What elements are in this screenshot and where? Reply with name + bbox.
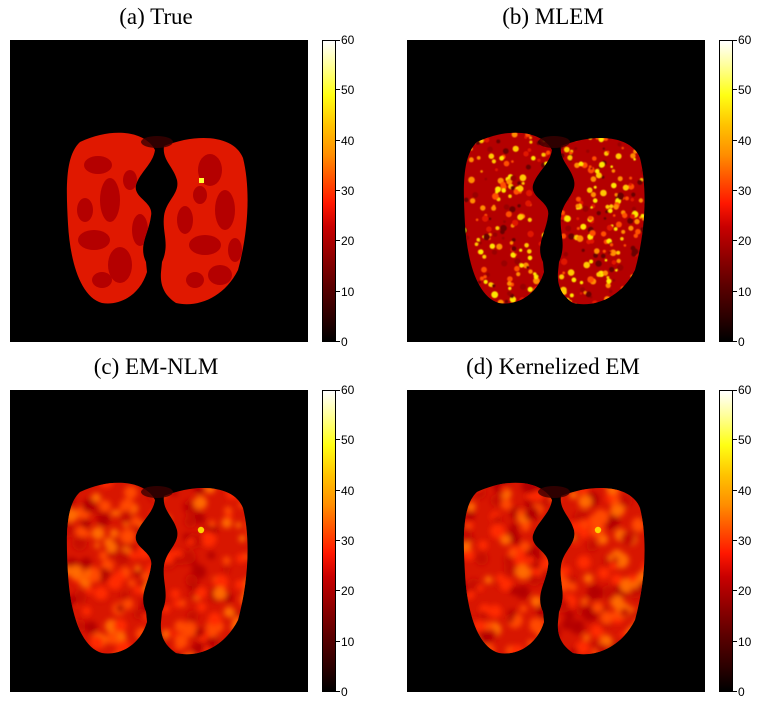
figure-panel: (b) MLEM 0 10 20 30 40 50 60 — [397, 0, 762, 353]
colorbar-tick — [336, 341, 340, 342]
colorbar-tick — [733, 590, 737, 591]
colorbar-tick-label: 40 — [738, 134, 752, 148]
colorbar-tick — [336, 490, 340, 491]
colorbar-tick-label: 50 — [341, 433, 355, 447]
colorbar-tick — [336, 439, 340, 440]
colorbar-tick — [733, 140, 737, 141]
colorbar-tick-label: 0 — [341, 335, 348, 349]
colorbar — [719, 40, 733, 342]
reconstruction-image-svg — [10, 40, 308, 342]
colorbar-tick-label: 50 — [738, 433, 752, 447]
colorbar-tick-label: 10 — [341, 285, 355, 299]
colorbar-tick — [733, 540, 737, 541]
panel-title: (c) EM-NLM — [93, 354, 219, 379]
colorbar-tick-label: 60 — [341, 383, 355, 397]
colorbar-tick — [733, 691, 737, 692]
panel-title: (a) True — [119, 4, 193, 29]
reconstruction-image — [10, 40, 308, 342]
colorbar-tick-label: 20 — [341, 584, 355, 598]
colorbar-tick — [733, 291, 737, 292]
reconstruction-image-svg — [407, 390, 705, 692]
reconstruction-image — [407, 390, 705, 692]
colorbar-tick-label: 50 — [738, 83, 752, 97]
colorbar-tick-label: 10 — [341, 635, 355, 649]
colorbar-tick — [336, 40, 340, 41]
reconstruction-image — [10, 390, 308, 692]
colorbar-tick-label: 0 — [341, 685, 348, 699]
colorbar-tick — [336, 641, 340, 642]
colorbar-tick-label: 60 — [341, 33, 355, 47]
colorbar — [322, 40, 336, 342]
colorbar-tick-label: 30 — [341, 534, 355, 548]
colorbar-tick — [336, 540, 340, 541]
colorbar-tick — [336, 291, 340, 292]
colorbar-tick — [733, 390, 737, 391]
colorbar-tick-label: 50 — [341, 83, 355, 97]
colorbar-tick-label: 20 — [738, 584, 752, 598]
colorbar-tick-label: 40 — [738, 484, 752, 498]
colorbar-tick — [733, 341, 737, 342]
colorbar-tick-label: 20 — [341, 234, 355, 248]
colorbar-tick — [733, 89, 737, 90]
colorbar-tick — [733, 490, 737, 491]
colorbar-tick — [336, 691, 340, 692]
reconstruction-image — [407, 40, 705, 342]
panel-title: (d) Kernelized EM — [466, 354, 640, 379]
colorbar-tick-label: 30 — [341, 184, 355, 198]
reconstruction-image-svg — [407, 40, 705, 342]
colorbar-tick — [733, 40, 737, 41]
colorbar-tick-label: 30 — [738, 184, 752, 198]
colorbar-tick — [733, 240, 737, 241]
colorbar-tick-label: 30 — [738, 534, 752, 548]
colorbar — [719, 390, 733, 692]
colorbar-tick — [336, 390, 340, 391]
colorbar-tick-label: 60 — [738, 33, 752, 47]
colorbar-tick-label: 10 — [738, 285, 752, 299]
colorbar-tick — [733, 190, 737, 191]
colorbar — [322, 390, 336, 692]
colorbar-tick-label: 60 — [738, 383, 752, 397]
colorbar-tick-label: 20 — [738, 234, 752, 248]
colorbar-tick — [336, 240, 340, 241]
figure-panel: (c) EM-NLM 0 10 20 30 40 50 60 — [0, 350, 370, 703]
colorbar-tick-label: 40 — [341, 134, 355, 148]
reconstruction-image-svg — [10, 390, 308, 692]
colorbar-tick-label: 10 — [738, 635, 752, 649]
colorbar-tick-label: 40 — [341, 484, 355, 498]
colorbar-tick — [336, 190, 340, 191]
colorbar-tick — [336, 140, 340, 141]
panel-title: (b) MLEM — [502, 4, 604, 29]
figure-panel: (d) Kernelized EM 0 10 20 30 40 50 60 — [397, 350, 762, 703]
colorbar-tick-label: 0 — [738, 335, 745, 349]
colorbar-tick — [733, 439, 737, 440]
colorbar-tick — [336, 590, 340, 591]
colorbar-tick — [336, 89, 340, 90]
figure-panel: (a) True 0 10 20 30 40 50 60 — [0, 0, 370, 353]
colorbar-tick — [733, 641, 737, 642]
colorbar-tick-label: 0 — [738, 685, 745, 699]
